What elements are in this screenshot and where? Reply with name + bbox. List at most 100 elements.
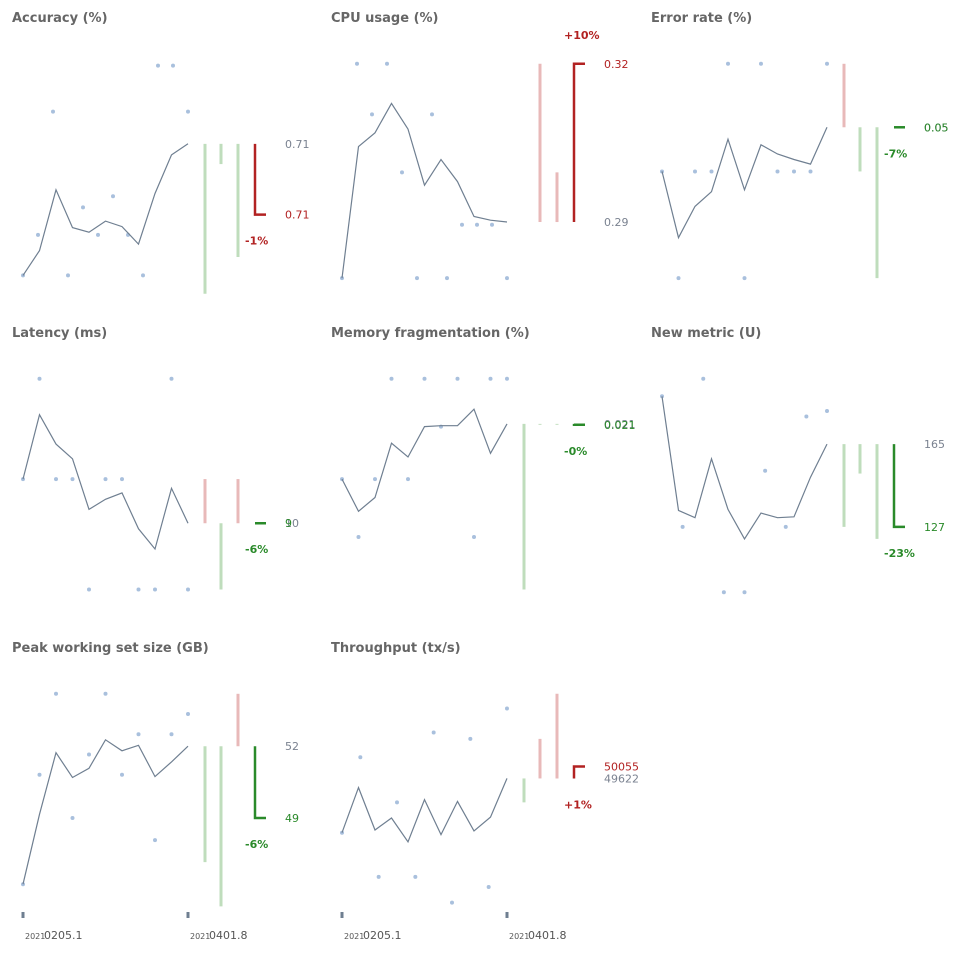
percent-change-label: +1%: [564, 798, 592, 811]
data-point: [431, 730, 436, 735]
panel-title: Latency (ms): [12, 326, 107, 341]
data-point: [486, 885, 491, 889]
data-point: [505, 706, 509, 711]
delta-bracket: [572, 423, 585, 427]
data-point: [169, 376, 174, 381]
data-point: [96, 232, 100, 237]
series-line: [661, 127, 828, 240]
panel-title: Peak working set size (GB): [12, 641, 209, 656]
data-point: [54, 691, 58, 696]
data-point: [171, 63, 175, 68]
data-point: [36, 232, 40, 237]
data-point: [825, 61, 829, 66]
data-point: [763, 468, 768, 473]
data-point: [721, 590, 726, 595]
percent-change-label: -23%: [884, 547, 915, 560]
data-point: [460, 222, 464, 227]
data-point: [490, 222, 494, 227]
previous-value-label: 0.71: [285, 138, 310, 151]
previous-value-label: 0.05: [924, 121, 949, 134]
data-point: [87, 587, 91, 592]
data-point: [186, 587, 190, 592]
data-point: [103, 477, 108, 482]
data-point: [775, 169, 780, 174]
metric-panel: Accuracy (%) 0.71 0.71 -1%: [12, 11, 310, 294]
data-point: [488, 376, 493, 381]
data-point: [701, 376, 706, 381]
series-line: [341, 778, 508, 844]
data-point: [340, 830, 344, 835]
delta-bracket: [253, 143, 266, 216]
data-point: [87, 752, 91, 757]
data-point: [66, 273, 70, 278]
data-point: [726, 61, 730, 66]
panel-title: Accuracy (%): [12, 11, 108, 26]
data-point: [141, 273, 145, 278]
data-point: [395, 800, 399, 805]
data-point: [186, 109, 190, 114]
data-point: [475, 222, 479, 227]
previous-value-label: 0.021: [604, 418, 636, 431]
metric-panel: Peak working set size (GB) 52 49 -6%: [12, 641, 299, 907]
data-point: [340, 477, 344, 482]
data-point: [406, 477, 410, 482]
data-point: [385, 61, 389, 66]
data-point: [169, 732, 174, 737]
data-point: [825, 409, 829, 413]
series-line: [22, 143, 189, 276]
data-point: [103, 691, 108, 696]
x-tick-label: 0401.8: [528, 929, 567, 942]
data-point: [413, 874, 418, 879]
data-point: [472, 535, 476, 540]
previous-value-label: 0.29: [604, 216, 629, 229]
percent-change-label: -7%: [884, 147, 907, 160]
data-point: [136, 587, 141, 592]
data-point: [37, 376, 42, 381]
metric-panel: Error rate (%)0.050.05-7%: [651, 11, 949, 281]
series-line: [341, 102, 508, 279]
latest-value-label: 49: [285, 812, 299, 825]
data-point: [358, 755, 363, 760]
data-point: [389, 376, 394, 381]
data-point: [660, 394, 664, 399]
latest-value-label: 9: [285, 517, 292, 530]
percent-change-label: -6%: [245, 838, 268, 851]
data-point: [376, 874, 381, 879]
data-point: [355, 61, 359, 66]
previous-value-label: 10: [285, 517, 299, 530]
x-tick-year: 2021: [190, 932, 210, 941]
series-line: [661, 396, 828, 541]
data-point: [450, 900, 454, 905]
percent-change-label: -6%: [245, 543, 268, 556]
metric-panel: CPU usage (%) 0.29 0.32 +10%: [331, 11, 629, 281]
data-point: [680, 524, 685, 529]
data-point: [70, 816, 75, 820]
data-point: [430, 112, 434, 117]
delta-bracket: [892, 444, 905, 529]
latest-value-label: 0.05: [924, 121, 949, 134]
data-point: [120, 477, 124, 482]
latest-value-label: 0.71: [285, 209, 310, 222]
data-point: [709, 169, 714, 174]
data-point: [400, 170, 404, 175]
data-point: [156, 63, 160, 68]
series-line: [341, 408, 508, 513]
data-point: [783, 524, 788, 529]
data-point: [742, 590, 747, 595]
series-line: [22, 738, 189, 885]
data-point: [54, 477, 58, 482]
data-point: [136, 732, 141, 737]
x-tick-year: 2021: [25, 932, 45, 941]
panel-title: CPU usage (%): [331, 11, 438, 26]
data-point: [21, 882, 25, 887]
data-point: [693, 169, 697, 174]
latest-value-label: 0.021: [604, 419, 636, 432]
data-point: [81, 205, 85, 210]
delta-bracket: [572, 765, 585, 779]
data-point: [422, 376, 427, 381]
delta-bracket: [253, 746, 266, 820]
panel-title: New metric (U): [651, 326, 761, 341]
